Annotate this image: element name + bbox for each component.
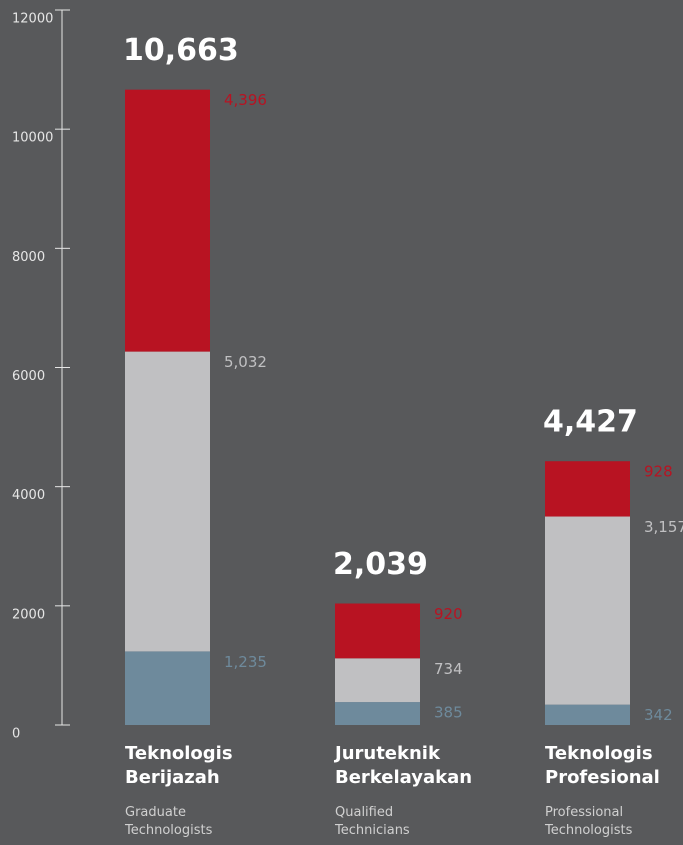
bar-segment <box>335 658 420 703</box>
bar-segment <box>545 461 630 517</box>
category-subtitle: Professional Technologists <box>545 805 633 838</box>
bar-segment <box>125 89 210 352</box>
y-tick-label: 8000 <box>12 250 45 265</box>
y-tick-label: 4000 <box>12 488 45 503</box>
bar-segment <box>125 351 210 652</box>
bar-segment <box>545 516 630 705</box>
category-subtitle: Qualified Technicians <box>335 805 410 838</box>
category-subtitle: Graduate Technologists <box>125 805 213 838</box>
bar-segment <box>125 651 210 725</box>
category-label: Juruteknik Berkelayakan <box>335 743 473 788</box>
bar-segment <box>545 704 630 725</box>
segment-label: 928 <box>644 463 673 481</box>
total-label: 2,039 <box>333 547 428 582</box>
category-label: Teknologis Profesional <box>545 743 660 788</box>
bar-segment <box>335 603 420 659</box>
bar-segment <box>335 702 420 725</box>
segment-label: 734 <box>434 660 463 678</box>
segment-label: 920 <box>434 605 463 623</box>
y-tick-label: 10000 <box>12 131 53 146</box>
y-tick-label: 2000 <box>12 607 45 622</box>
segment-label: 4,396 <box>224 91 267 109</box>
y-tick-label: 6000 <box>12 369 45 384</box>
category-label: Teknologis Berijazah <box>125 743 233 788</box>
segment-label: 5,032 <box>224 353 267 371</box>
segment-label: 1,235 <box>224 653 267 671</box>
y-tick-label: 12000 <box>12 12 53 27</box>
total-label: 4,427 <box>543 405 638 440</box>
y-tick-label: 0 <box>12 727 20 742</box>
segment-label: 3,157 <box>644 518 683 536</box>
segment-label: 342 <box>644 706 673 724</box>
segment-label: 385 <box>434 704 463 722</box>
total-label: 10,663 <box>123 33 239 68</box>
